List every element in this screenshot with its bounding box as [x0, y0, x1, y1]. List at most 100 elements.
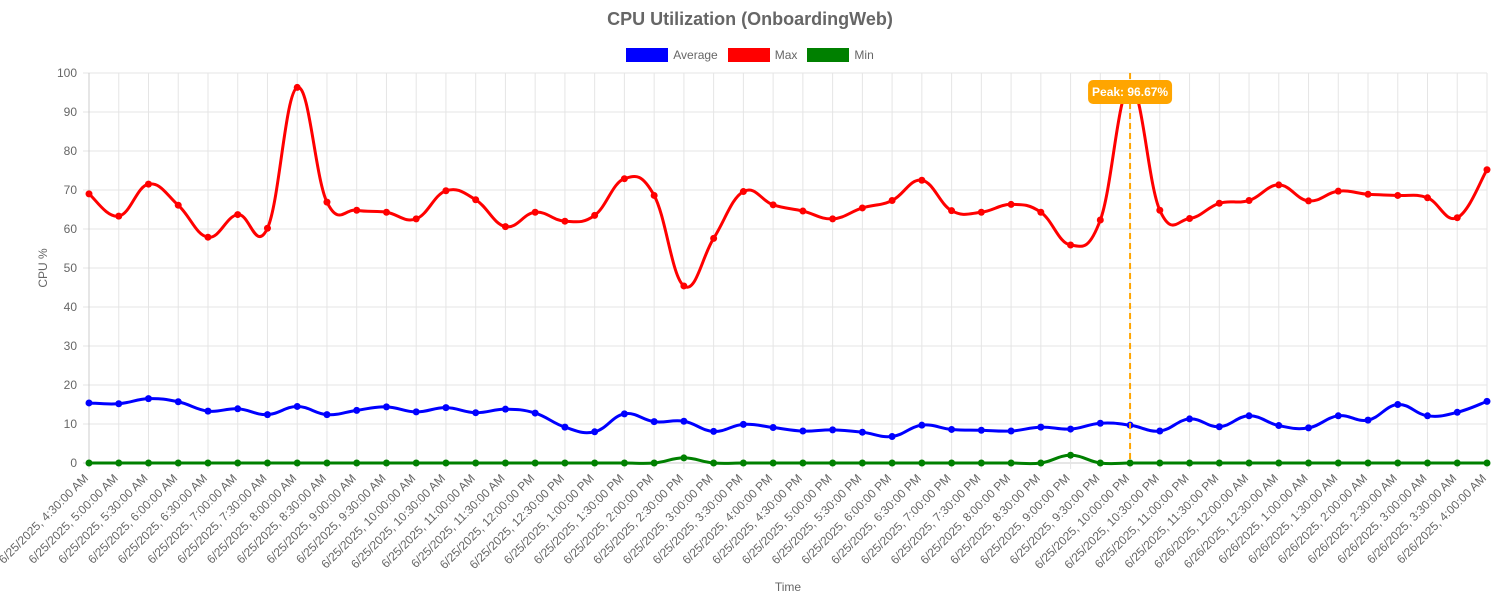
data-point-average[interactable]: [531, 409, 539, 417]
data-point-max[interactable]: [858, 204, 866, 212]
data-point-max[interactable]: [561, 217, 569, 225]
data-point-max[interactable]: [501, 223, 509, 231]
data-point-max[interactable]: [680, 282, 688, 290]
data-point-average[interactable]: [1334, 412, 1342, 420]
data-point-max[interactable]: [353, 206, 361, 214]
data-point-min[interactable]: [174, 459, 182, 467]
data-point-average[interactable]: [650, 418, 658, 426]
data-point-max[interactable]: [948, 207, 956, 215]
data-point-min[interactable]: [442, 459, 450, 467]
data-point-min[interactable]: [1394, 459, 1402, 467]
data-point-average[interactable]: [1275, 422, 1283, 430]
data-point-average[interactable]: [591, 428, 599, 436]
data-point-min[interactable]: [472, 459, 480, 467]
data-point-min[interactable]: [799, 459, 807, 467]
data-point-average[interactable]: [1483, 397, 1491, 405]
data-point-min[interactable]: [1096, 459, 1104, 467]
data-point-min[interactable]: [115, 459, 123, 467]
data-point-average[interactable]: [1007, 427, 1015, 435]
data-point-average[interactable]: [680, 417, 688, 425]
data-point-min[interactable]: [888, 459, 896, 467]
data-point-min[interactable]: [1424, 459, 1432, 467]
data-point-min[interactable]: [144, 459, 152, 467]
data-point-min[interactable]: [769, 459, 777, 467]
data-point-min[interactable]: [263, 459, 271, 467]
data-point-average[interactable]: [888, 432, 896, 440]
data-point-min[interactable]: [620, 459, 628, 467]
data-point-min[interactable]: [739, 459, 747, 467]
data-point-max[interactable]: [1275, 181, 1283, 189]
data-point-min[interactable]: [650, 459, 658, 467]
data-point-average[interactable]: [204, 407, 212, 415]
data-point-min[interactable]: [1483, 459, 1491, 467]
data-point-max[interactable]: [323, 198, 331, 206]
data-point-max[interactable]: [1364, 190, 1372, 198]
data-point-max[interactable]: [1037, 208, 1045, 216]
data-point-average[interactable]: [1364, 416, 1372, 424]
data-point-max[interactable]: [1096, 216, 1104, 224]
data-point-average[interactable]: [1067, 425, 1075, 433]
data-point-average[interactable]: [1245, 412, 1253, 420]
data-point-max[interactable]: [1334, 187, 1342, 195]
data-point-min[interactable]: [293, 459, 301, 467]
data-point-average[interactable]: [1453, 408, 1461, 416]
data-point-average[interactable]: [620, 410, 628, 418]
data-point-average[interactable]: [85, 399, 93, 407]
data-point-average[interactable]: [1156, 427, 1164, 435]
data-point-max[interactable]: [263, 224, 271, 232]
data-point-min[interactable]: [948, 459, 956, 467]
data-point-average[interactable]: [739, 420, 747, 428]
data-point-max[interactable]: [710, 234, 718, 242]
data-point-min[interactable]: [1126, 459, 1134, 467]
data-point-max[interactable]: [888, 197, 896, 205]
data-point-average[interactable]: [1424, 412, 1432, 420]
data-point-max[interactable]: [739, 188, 747, 196]
data-point-average[interactable]: [174, 398, 182, 406]
data-point-min[interactable]: [1037, 459, 1045, 467]
data-point-average[interactable]: [918, 421, 926, 429]
data-point-max[interactable]: [472, 196, 480, 204]
data-point-max[interactable]: [442, 187, 450, 195]
data-point-min[interactable]: [1305, 459, 1313, 467]
data-point-min[interactable]: [85, 459, 93, 467]
data-point-min[interactable]: [204, 459, 212, 467]
data-point-average[interactable]: [858, 428, 866, 436]
data-point-max[interactable]: [1453, 214, 1461, 222]
data-point-min[interactable]: [918, 459, 926, 467]
data-point-min[interactable]: [1156, 459, 1164, 467]
data-point-max[interactable]: [204, 233, 212, 241]
data-point-average[interactable]: [710, 427, 718, 435]
data-point-average[interactable]: [1215, 423, 1223, 431]
data-point-min[interactable]: [412, 459, 420, 467]
data-point-max[interactable]: [115, 212, 123, 220]
data-point-min[interactable]: [1334, 459, 1342, 467]
data-point-max[interactable]: [412, 215, 420, 223]
data-point-max[interactable]: [1394, 191, 1402, 199]
data-point-max[interactable]: [531, 208, 539, 216]
data-point-min[interactable]: [977, 459, 985, 467]
data-point-average[interactable]: [263, 411, 271, 419]
data-point-max[interactable]: [1424, 194, 1432, 202]
data-point-average[interactable]: [1186, 415, 1194, 423]
data-point-max[interactable]: [769, 201, 777, 209]
data-point-min[interactable]: [382, 459, 390, 467]
data-point-average[interactable]: [799, 427, 807, 435]
data-point-average[interactable]: [144, 395, 152, 403]
data-point-average[interactable]: [948, 425, 956, 433]
data-point-max[interactable]: [1215, 199, 1223, 207]
data-point-max[interactable]: [650, 191, 658, 199]
data-point-average[interactable]: [1096, 419, 1104, 427]
data-point-max[interactable]: [293, 83, 301, 91]
data-point-max[interactable]: [1067, 241, 1075, 249]
data-point-average[interactable]: [977, 426, 985, 434]
data-point-min[interactable]: [858, 459, 866, 467]
data-point-max[interactable]: [1156, 206, 1164, 214]
data-point-average[interactable]: [1037, 423, 1045, 431]
data-point-min[interactable]: [531, 459, 539, 467]
data-point-max[interactable]: [977, 208, 985, 216]
data-point-average[interactable]: [561, 423, 569, 431]
data-point-min[interactable]: [1067, 451, 1075, 459]
data-point-average[interactable]: [323, 411, 331, 419]
data-point-min[interactable]: [353, 459, 361, 467]
data-point-max[interactable]: [382, 208, 390, 216]
